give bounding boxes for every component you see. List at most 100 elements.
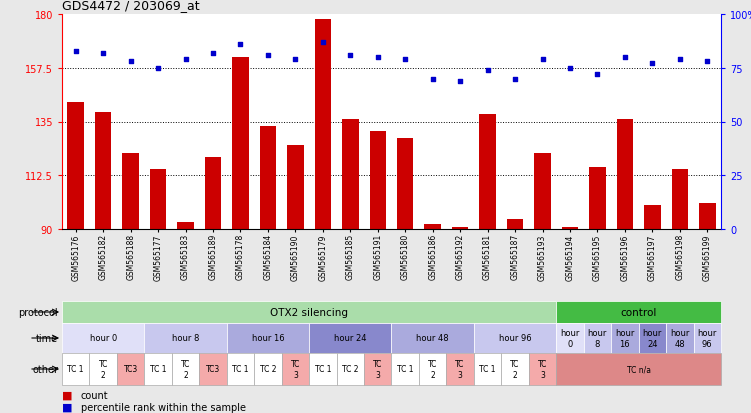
Bar xyxy=(507,220,523,230)
Text: TC 2: TC 2 xyxy=(342,365,358,374)
Text: control: control xyxy=(620,307,657,317)
Point xyxy=(317,40,329,46)
Point xyxy=(125,59,137,65)
Point xyxy=(344,52,356,59)
Bar xyxy=(556,301,721,323)
Bar xyxy=(617,120,633,230)
Point xyxy=(372,55,384,61)
Bar xyxy=(590,168,605,230)
Text: TC 1: TC 1 xyxy=(232,365,249,374)
Bar xyxy=(638,323,666,353)
Bar xyxy=(364,353,391,385)
Text: hour
24: hour 24 xyxy=(643,328,662,348)
Text: GDS4472 / 203069_at: GDS4472 / 203069_at xyxy=(62,0,200,12)
Text: TC n/a: TC n/a xyxy=(626,365,650,374)
Text: hour 48: hour 48 xyxy=(416,334,449,343)
Point xyxy=(536,57,548,63)
Text: percentile rank within the sample: percentile rank within the sample xyxy=(81,402,246,412)
Point xyxy=(427,76,439,83)
Point xyxy=(481,67,493,74)
Bar xyxy=(309,323,391,353)
Text: TC
3: TC 3 xyxy=(455,359,465,379)
Point xyxy=(674,57,686,63)
Text: TC 1: TC 1 xyxy=(479,365,496,374)
Bar xyxy=(474,323,556,353)
Point xyxy=(152,65,164,72)
Text: ■: ■ xyxy=(62,402,73,412)
Text: hour 16: hour 16 xyxy=(252,334,284,343)
Text: hour 96: hour 96 xyxy=(499,334,532,343)
Bar xyxy=(122,153,139,230)
Text: OTX2 silencing: OTX2 silencing xyxy=(270,307,348,317)
Point xyxy=(97,50,109,57)
Bar xyxy=(693,323,721,353)
Bar xyxy=(342,120,358,230)
Text: count: count xyxy=(81,390,108,400)
Text: TC3: TC3 xyxy=(206,365,220,374)
Bar xyxy=(699,203,716,230)
Text: time: time xyxy=(36,333,59,343)
Bar xyxy=(117,353,144,385)
Bar xyxy=(391,353,419,385)
Bar xyxy=(232,58,249,230)
Bar xyxy=(446,353,474,385)
Bar xyxy=(172,353,199,385)
Bar xyxy=(336,353,364,385)
Text: TC 2: TC 2 xyxy=(260,365,276,374)
Bar xyxy=(419,353,446,385)
Point xyxy=(179,57,192,63)
Text: TC
2: TC 2 xyxy=(181,359,190,379)
Bar xyxy=(369,132,386,230)
Point xyxy=(701,59,713,65)
Text: hour
16: hour 16 xyxy=(615,328,635,348)
Bar xyxy=(424,225,441,230)
Point xyxy=(564,65,576,72)
Bar xyxy=(62,301,556,323)
Point xyxy=(234,42,246,48)
Bar xyxy=(95,113,111,230)
Bar xyxy=(584,323,611,353)
Text: ■: ■ xyxy=(62,390,73,400)
Bar xyxy=(144,353,172,385)
Bar xyxy=(227,353,254,385)
Text: hour 0: hour 0 xyxy=(89,334,117,343)
Bar xyxy=(260,127,276,230)
Bar xyxy=(62,353,89,385)
Bar xyxy=(671,170,688,230)
Bar xyxy=(282,353,309,385)
Bar xyxy=(452,227,469,230)
Bar xyxy=(309,353,336,385)
Bar xyxy=(287,146,303,230)
Bar xyxy=(150,170,166,230)
Bar xyxy=(556,353,721,385)
Text: TC 1: TC 1 xyxy=(150,365,167,374)
Text: hour
96: hour 96 xyxy=(698,328,717,348)
Text: protocol: protocol xyxy=(19,307,59,317)
Text: TC 1: TC 1 xyxy=(68,365,84,374)
Point xyxy=(400,57,412,63)
Text: TC
2: TC 2 xyxy=(428,359,437,379)
Point xyxy=(262,52,274,59)
Text: hour 8: hour 8 xyxy=(172,334,199,343)
Text: hour
48: hour 48 xyxy=(670,328,689,348)
Text: TC
3: TC 3 xyxy=(291,359,300,379)
Text: TC3: TC3 xyxy=(123,365,137,374)
Bar xyxy=(68,103,84,230)
Text: TC 1: TC 1 xyxy=(315,365,331,374)
Bar xyxy=(644,206,661,230)
Bar xyxy=(474,353,502,385)
Bar xyxy=(391,323,474,353)
Point xyxy=(207,50,219,57)
Bar xyxy=(529,353,556,385)
Bar xyxy=(199,353,227,385)
Bar xyxy=(611,323,638,353)
Text: TC
2: TC 2 xyxy=(98,359,108,379)
Text: hour 24: hour 24 xyxy=(334,334,366,343)
Text: hour
0: hour 0 xyxy=(560,328,580,348)
Point xyxy=(592,72,604,78)
Point xyxy=(289,57,301,63)
Point xyxy=(647,61,659,68)
Text: other: other xyxy=(32,364,59,374)
Bar xyxy=(89,353,117,385)
Point xyxy=(619,55,631,61)
